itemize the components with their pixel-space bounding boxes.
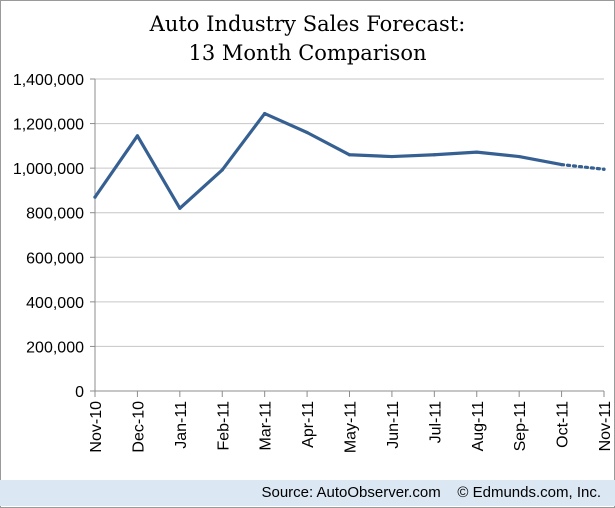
data-point <box>263 111 267 116</box>
x-tick-label: Apr-11 <box>300 401 317 448</box>
source-footer: Source: AutoObserver.com © Edmunds.com, … <box>0 480 615 506</box>
data-point <box>135 134 140 138</box>
x-tick-label: Nov-11 <box>597 401 614 451</box>
y-tick-label: 200,000 <box>26 339 84 356</box>
series-line <box>93 111 564 210</box>
x-tick-label: Dec-10 <box>130 401 147 453</box>
data-point <box>220 168 224 172</box>
y-tick-label: 1,400,000 <box>13 72 84 89</box>
x-tick-label: Aug-11 <box>470 401 487 452</box>
data-point <box>475 150 479 154</box>
chart-subtitle: 13 Month Comparison <box>188 41 427 65</box>
data-point <box>517 154 521 159</box>
y-tick-label: 800,000 <box>26 206 84 223</box>
y-tick-label: 1,200,000 <box>13 117 84 134</box>
data-point <box>305 130 309 135</box>
y-tick-label: 0 <box>75 384 84 401</box>
x-tick-label: May-11 <box>343 401 360 453</box>
x-tick-label: Jun-11 <box>385 401 402 449</box>
y-tick-label: 400,000 <box>26 295 84 312</box>
source-credit: Source: AutoObserver.com © Edmunds.com, … <box>261 484 601 501</box>
x-tick-label: Jul-11 <box>427 401 444 443</box>
data-point <box>559 162 564 167</box>
data-point <box>390 154 394 159</box>
chart-title-block: Auto Industry Sales Forecast: 13 Month C… <box>0 10 615 68</box>
y-tick-label: 1,000,000 <box>13 161 84 178</box>
data-point <box>432 153 436 157</box>
y-tick-label: 600,000 <box>26 250 84 267</box>
x-tick-label: Jan-11 <box>173 401 190 449</box>
x-tick-label: Sep-11 <box>512 401 529 452</box>
forecast-line <box>559 162 606 171</box>
x-tick-label: Oct-11 <box>555 401 572 448</box>
data-point <box>93 195 97 199</box>
data-point <box>347 153 352 157</box>
data-point <box>602 167 606 171</box>
x-tick-label: Mar-11 <box>258 401 275 451</box>
x-tick-label: Feb-11 <box>215 401 232 451</box>
data-point <box>178 206 182 210</box>
chart-title: Auto Industry Sales Forecast: <box>149 12 466 36</box>
x-tick-label: Nov-10 <box>88 401 105 453</box>
line-chart: 0 200,000 400,000 600,000 800,000 1,000,000 1,… <box>13 72 614 453</box>
